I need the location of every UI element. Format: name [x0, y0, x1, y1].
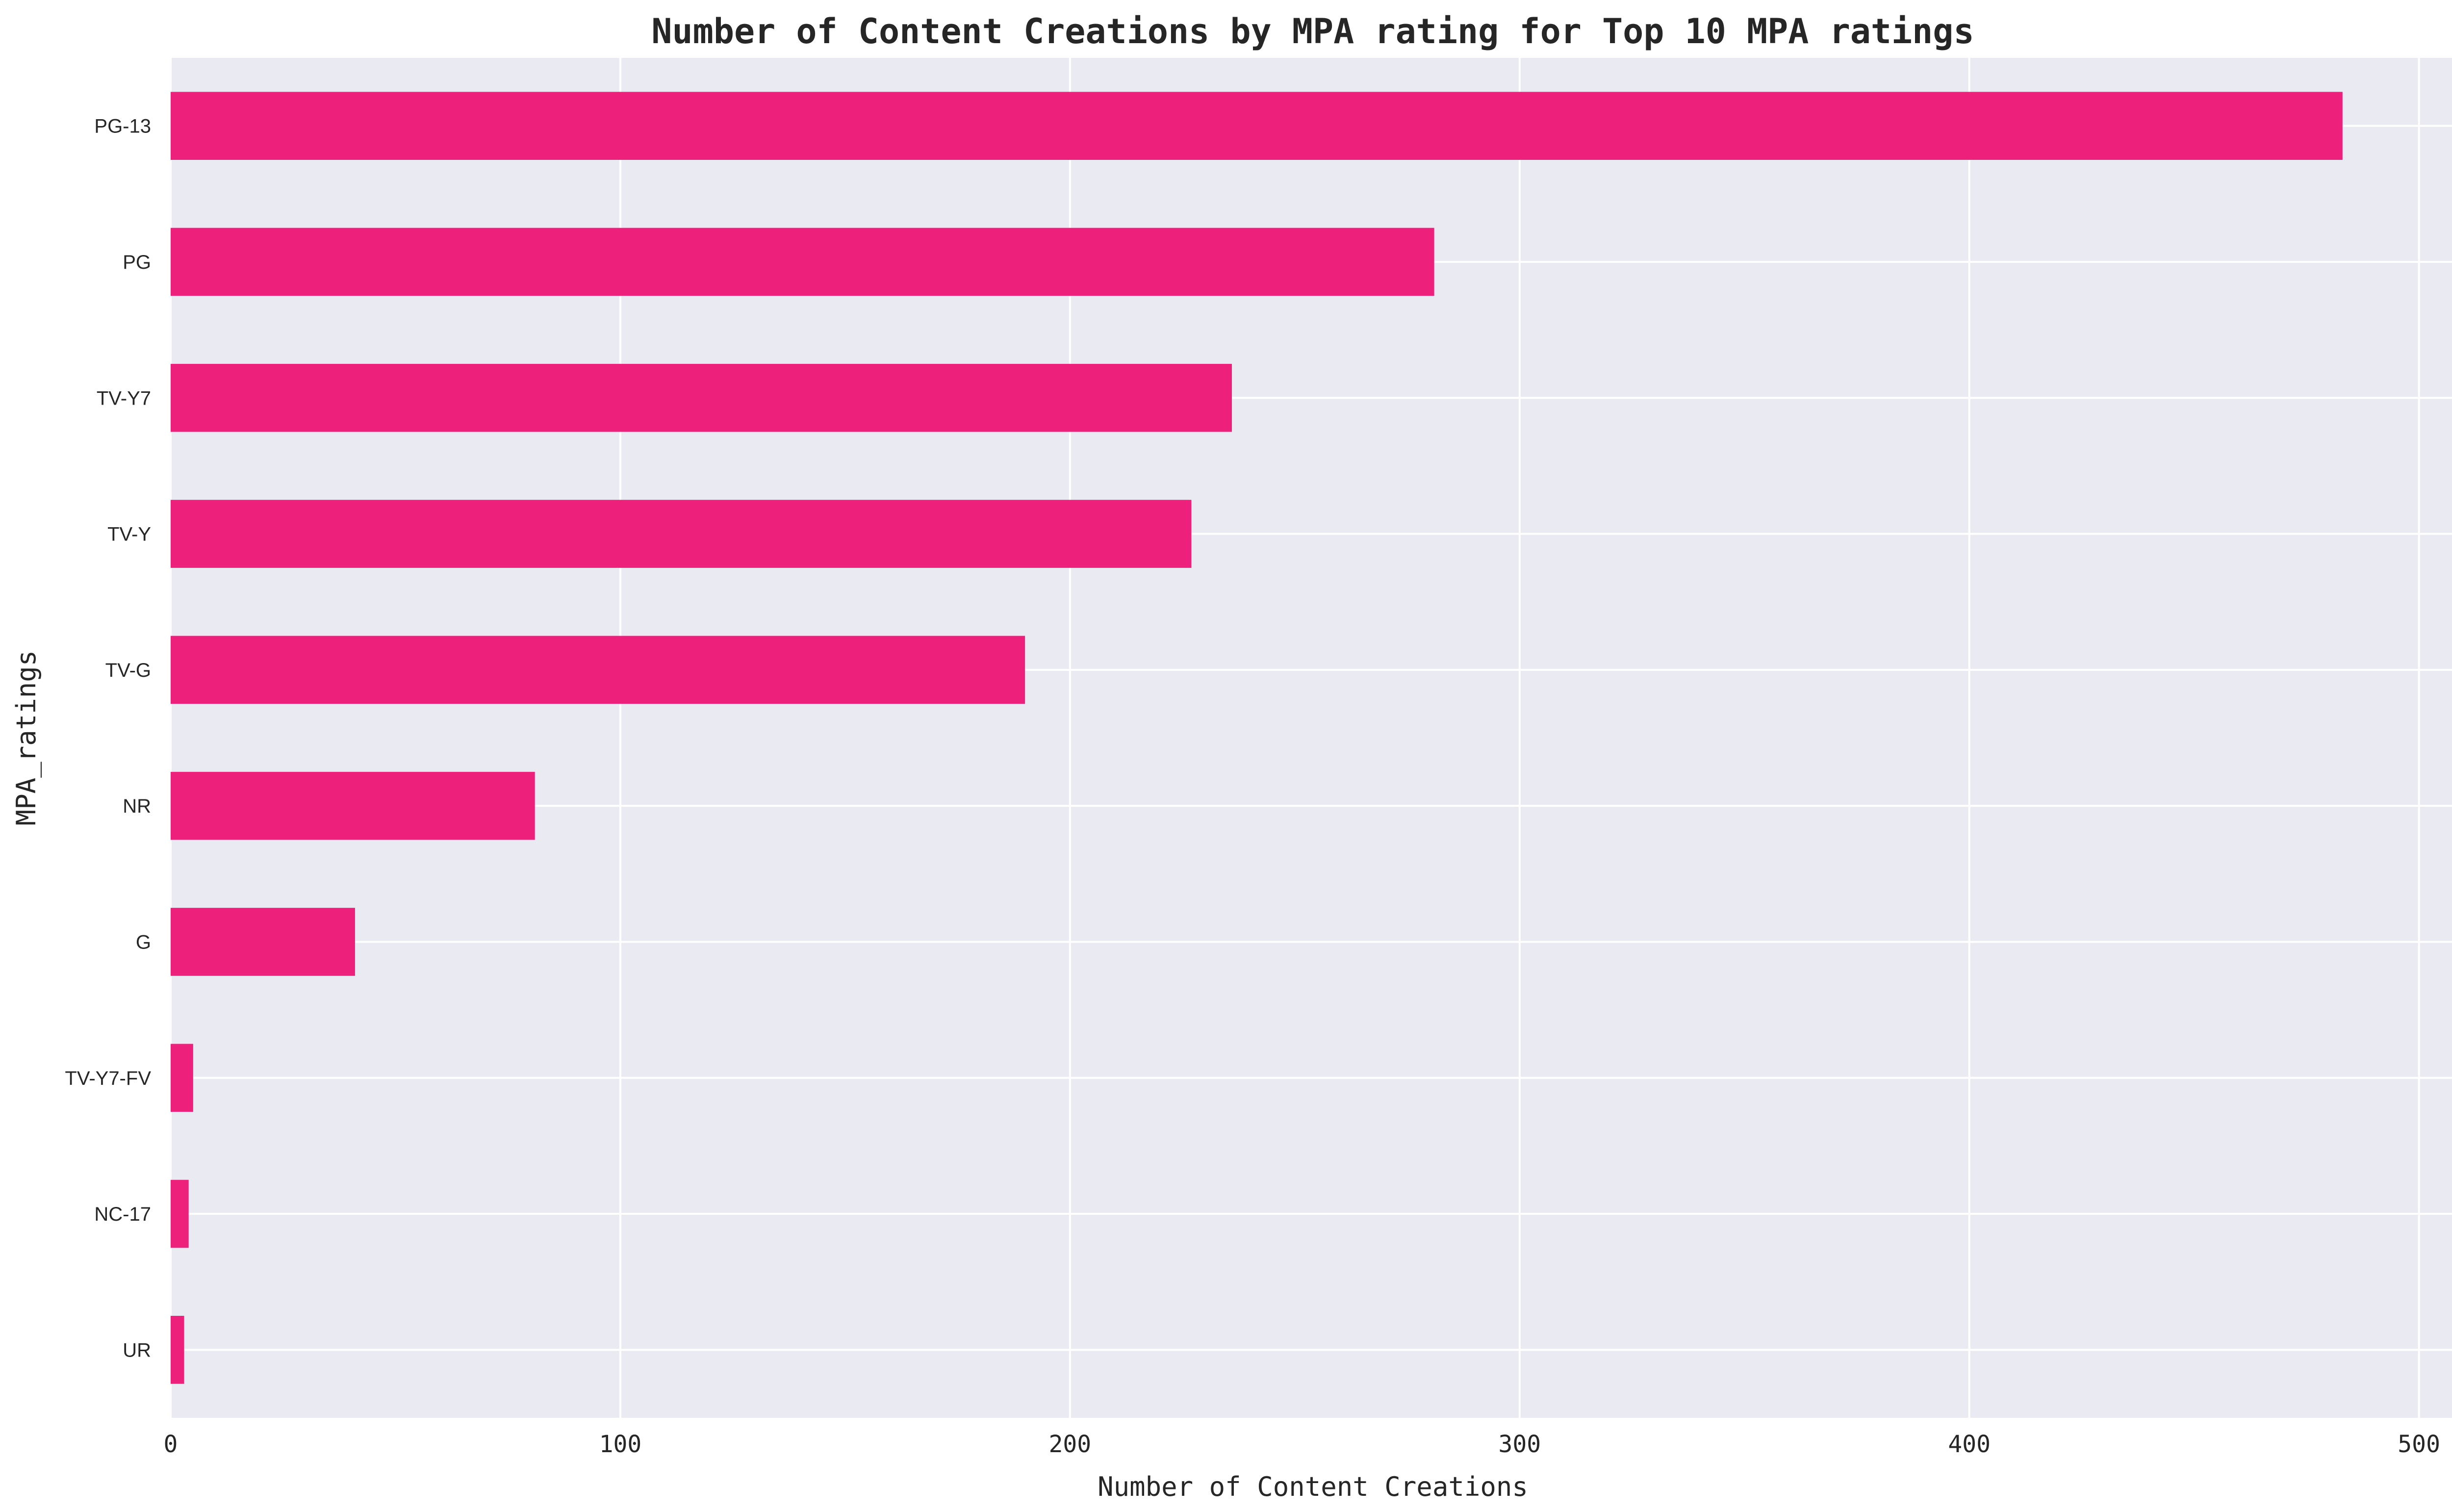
bar-nr: [171, 771, 535, 840]
y-tick-label: NR: [123, 795, 151, 817]
y-tick-label: TV-Y: [107, 524, 151, 545]
bars: [171, 92, 2343, 1384]
y-tick-label: TV-Y7-FV: [65, 1068, 151, 1089]
x-tick-label: 0: [164, 1431, 178, 1458]
bar-g: [171, 908, 355, 976]
y-axis-label: MPA_ratings: [11, 650, 42, 826]
bar-tv-y: [171, 500, 1192, 568]
y-tick-label: PG: [123, 252, 151, 273]
x-tick-label: 500: [2398, 1431, 2440, 1458]
y-tick-label: PG-13: [94, 116, 151, 137]
y-tick-label: TV-Y7: [97, 387, 151, 409]
bar-tv-y7-fv: [171, 1044, 193, 1112]
x-tick-label: 100: [599, 1431, 642, 1458]
bar-pg-13: [171, 92, 2343, 160]
bar-tv-g: [171, 636, 1025, 704]
y-tick-label: NC-17: [94, 1204, 151, 1225]
x-tick-label: 300: [1498, 1431, 1541, 1458]
x-axis-label: Number of Content Creations: [1098, 1471, 1528, 1502]
bar-nc-17: [171, 1179, 189, 1248]
x-tick-label: 200: [1049, 1431, 1092, 1458]
bar-pg: [171, 228, 1434, 296]
x-axis-ticks: 0 100 200 300 400 500: [164, 1431, 2440, 1458]
bar-tv-y7: [171, 363, 1232, 432]
y-tick-label: G: [136, 931, 151, 953]
y-tick-label: TV-G: [105, 660, 151, 681]
y-axis-ticks: PG-13 PG TV-Y7 TV-Y TV-G NR G TV-Y7-FV NC-17 UR: [65, 116, 151, 1361]
chart-title: Number of Content Creations by MPA ratin…: [651, 11, 1974, 51]
y-tick-label: UR: [123, 1339, 151, 1361]
x-tick-label: 400: [1948, 1431, 1991, 1458]
bar-ur: [171, 1316, 184, 1384]
